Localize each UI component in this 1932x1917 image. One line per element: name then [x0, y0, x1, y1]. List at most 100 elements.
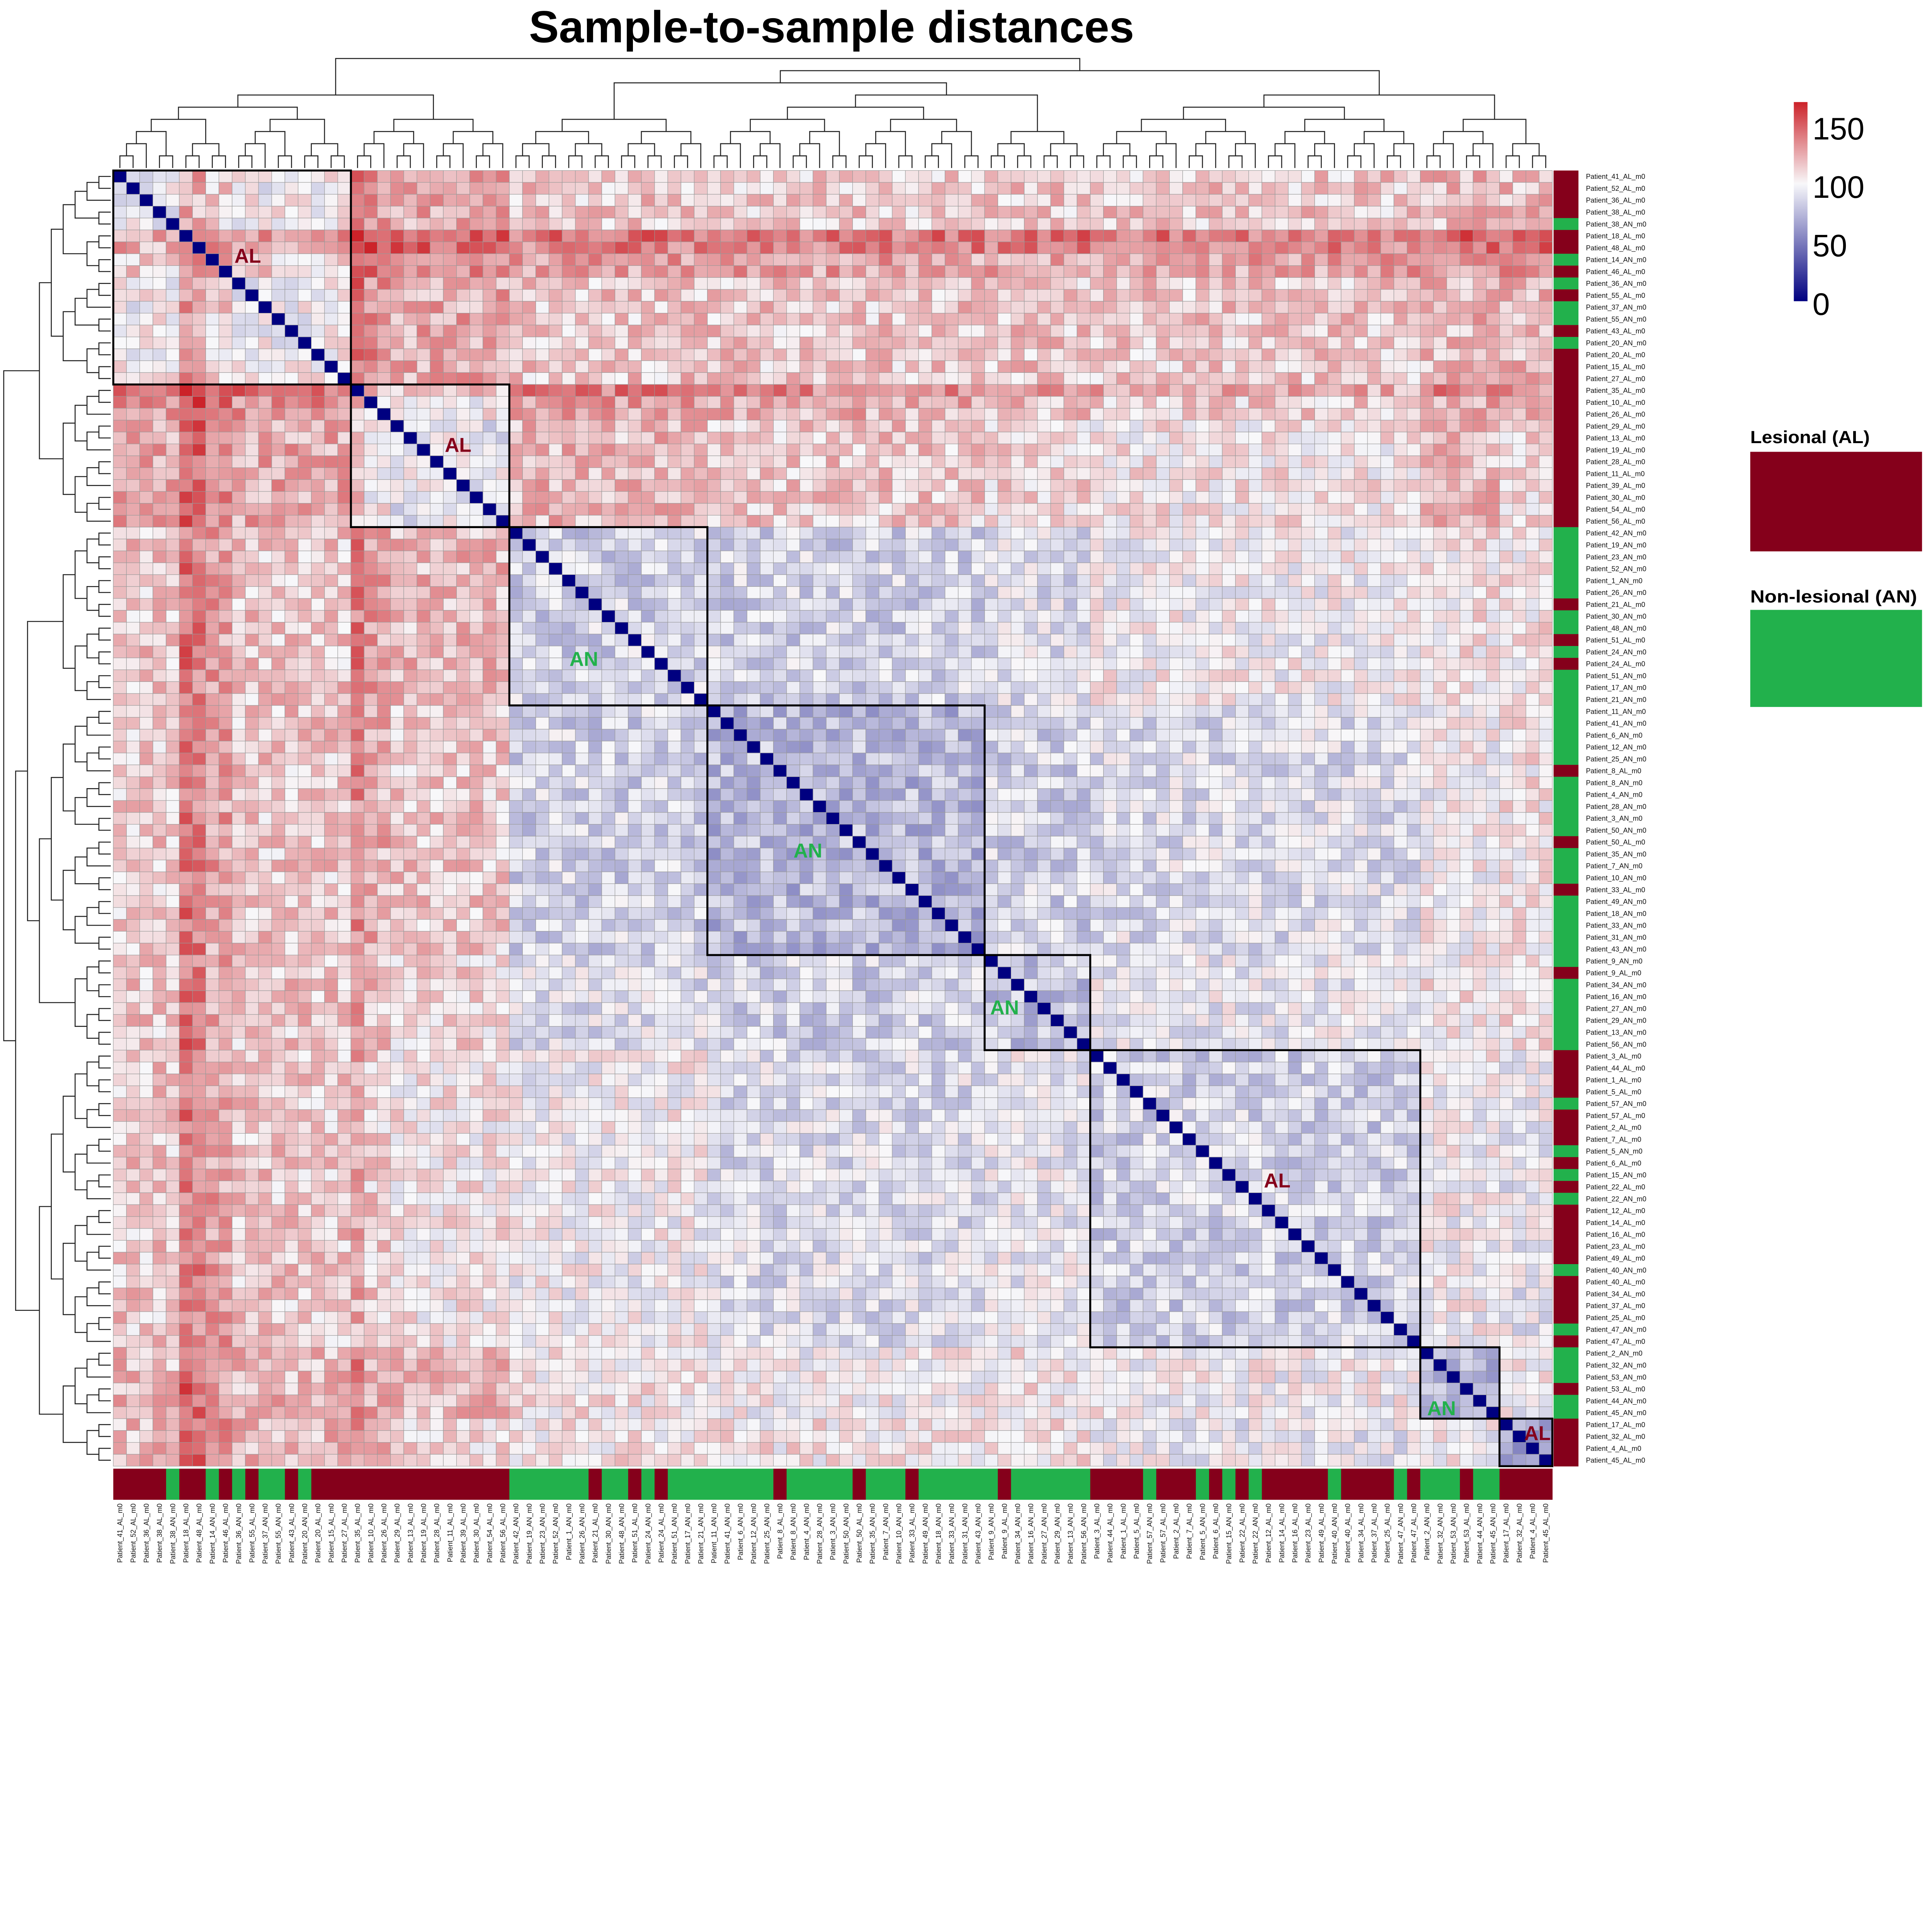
heatmap-cell — [918, 527, 932, 539]
heatmap-cell — [1037, 610, 1051, 623]
heatmap-cell — [350, 551, 364, 563]
heatmap-cell — [879, 360, 893, 373]
heatmap-cell — [1235, 277, 1249, 290]
heatmap-cell — [1196, 206, 1209, 219]
heatmap-cell — [641, 170, 655, 183]
heatmap-cell — [1288, 241, 1302, 254]
heatmap-cell — [192, 539, 206, 551]
heatmap-cell — [601, 467, 616, 480]
heatmap-cell — [232, 622, 246, 634]
heatmap-cell — [430, 206, 444, 219]
heatmap-cell — [284, 253, 299, 266]
heatmap-cell — [496, 241, 510, 254]
heatmap-cell — [350, 455, 364, 468]
heatmap-cell — [1248, 432, 1262, 444]
heatmap-cell — [839, 313, 853, 325]
heatmap-cell — [720, 634, 734, 646]
heatmap-cell — [614, 527, 629, 539]
heatmap-cell — [1341, 515, 1355, 527]
heatmap-cell — [1196, 503, 1209, 516]
heatmap-cell — [417, 455, 430, 468]
dendrogram-branch — [98, 461, 111, 474]
heatmap-cell — [786, 313, 800, 325]
heatmap-cell — [1446, 622, 1460, 634]
heatmap-cell — [443, 289, 457, 302]
heatmap-cell — [311, 586, 325, 599]
heatmap-cell — [403, 289, 417, 302]
heatmap-cell — [337, 479, 351, 492]
heatmap-cell — [1196, 336, 1209, 349]
heatmap-cell — [271, 313, 285, 325]
heatmap-cell — [733, 360, 747, 373]
heatmap-cell — [1103, 218, 1117, 230]
heatmap-cell — [350, 229, 364, 242]
heatmap-cell — [139, 681, 153, 694]
heatmap-cell — [971, 241, 985, 254]
heatmap-cell — [192, 444, 206, 456]
heatmap-cell — [680, 360, 695, 373]
heatmap-cell — [403, 241, 417, 254]
heatmap-cell — [641, 301, 655, 314]
heatmap-cell — [1420, 598, 1434, 611]
heatmap-cell — [1459, 182, 1473, 195]
heatmap-cells — [113, 170, 1553, 1467]
heatmap-cell — [1406, 622, 1421, 634]
heatmap-cell — [931, 527, 946, 539]
heatmap-cell — [1275, 610, 1289, 623]
heatmap-cell — [284, 336, 299, 349]
heatmap-cell — [918, 253, 932, 266]
heatmap-cell — [1341, 646, 1355, 658]
heatmap-cell — [1248, 681, 1262, 694]
heatmap-cell — [799, 170, 813, 183]
heatmap-cell — [680, 646, 695, 658]
heatmap-cell — [1209, 539, 1223, 551]
heatmap-cell — [337, 491, 351, 504]
heatmap-cell — [575, 491, 589, 504]
heatmap-cell — [680, 313, 695, 325]
heatmap-cell — [1433, 372, 1447, 385]
heatmap-cell — [892, 289, 906, 302]
heatmap-cell — [1446, 515, 1460, 527]
heatmap-cell — [443, 515, 457, 527]
heatmap-cell — [733, 574, 747, 587]
heatmap-cell — [826, 681, 840, 694]
heatmap-cell — [1459, 372, 1473, 385]
heatmap-cell — [456, 289, 470, 302]
heatmap-cell — [694, 384, 708, 397]
heatmap-cell — [720, 194, 734, 207]
heatmap-cell — [417, 194, 430, 207]
heatmap-cell — [1512, 206, 1526, 219]
heatmap-cell — [337, 503, 351, 516]
heatmap-cell — [535, 182, 549, 195]
heatmap-cell — [139, 598, 153, 611]
heatmap-cell — [1393, 241, 1408, 254]
heatmap-cell — [1010, 539, 1025, 551]
dendrogram-branch — [136, 131, 167, 156]
heatmap-cell — [760, 491, 774, 504]
heatmap-cell — [403, 432, 417, 444]
heatmap-cell — [707, 681, 721, 694]
heatmap-cell — [707, 170, 721, 183]
heatmap-cell — [1288, 396, 1302, 409]
heatmap-cell — [747, 479, 760, 492]
heatmap-cell — [588, 408, 602, 421]
heatmap-cell — [417, 265, 430, 278]
heatmap-cell — [945, 170, 959, 183]
heatmap-cell — [1182, 646, 1196, 658]
heatmap-cell — [905, 539, 919, 551]
heatmap-cell — [839, 206, 853, 219]
dendrogram-branch — [98, 877, 111, 891]
heatmap-cell — [866, 218, 879, 230]
heatmap-cell — [588, 670, 602, 682]
heatmap-cell — [1314, 313, 1328, 325]
heatmap-cell — [1129, 218, 1143, 230]
heatmap-cell — [1459, 527, 1473, 539]
heatmap-cell — [1275, 527, 1289, 539]
heatmap-cell — [1539, 325, 1553, 337]
heatmap-cell — [549, 681, 563, 694]
heatmap-cell — [918, 194, 932, 207]
heatmap-cell — [1526, 634, 1539, 646]
heatmap-cell — [1539, 610, 1553, 623]
heatmap-cell — [971, 408, 985, 421]
heatmap-cell — [747, 670, 760, 682]
